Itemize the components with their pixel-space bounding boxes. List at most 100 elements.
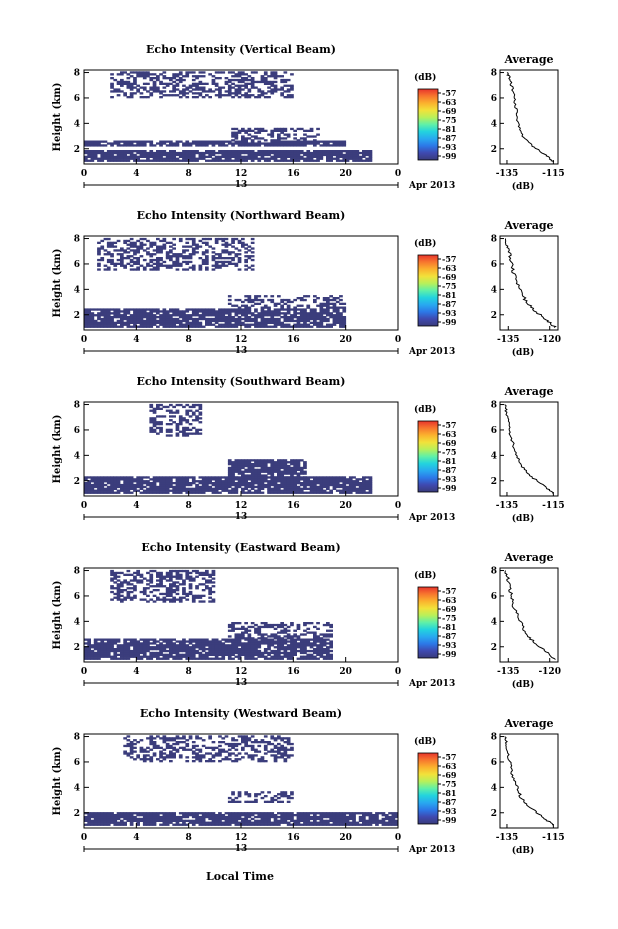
echo-cell — [191, 88, 196, 91]
echo-cell — [116, 155, 121, 158]
echo-cell — [299, 297, 304, 300]
panel-2: Echo Intensity (Northward Beam)2468Heigh… — [52, 209, 561, 358]
echo-cell — [172, 600, 176, 603]
x-tick-label: 4 — [133, 501, 139, 511]
echo-cell — [277, 127, 281, 131]
echo-cell — [149, 491, 154, 494]
echo-cell — [257, 655, 262, 658]
echo-cell — [280, 472, 284, 475]
echo-cell — [231, 487, 235, 490]
echo-cell — [290, 483, 294, 487]
echo-cell — [149, 817, 154, 821]
echo-cell — [332, 483, 337, 487]
echo-cell — [270, 655, 275, 658]
echo-cell — [260, 812, 265, 815]
profile-y-tick-label: 4 — [491, 285, 497, 295]
echo-cell — [169, 144, 173, 147]
echo-cell — [250, 139, 255, 142]
echo-cell — [257, 90, 262, 93]
echo-cell — [250, 655, 255, 658]
echo-cell — [159, 142, 163, 145]
echo-cell — [169, 583, 173, 586]
echo-cell — [93, 815, 98, 819]
echo-cell — [195, 428, 199, 431]
echo-cell — [241, 88, 245, 91]
echo-cell — [244, 312, 248, 315]
echo-cell — [273, 302, 278, 305]
echo-cell — [296, 127, 301, 131]
echo-cell — [293, 644, 297, 647]
echo-cell — [244, 819, 248, 822]
echo-cell — [293, 823, 297, 826]
echo-cell — [254, 325, 258, 328]
echo-cell — [234, 470, 239, 473]
echo-cell — [198, 266, 203, 269]
echo-cell — [103, 312, 108, 315]
echo-cell — [270, 489, 275, 492]
echo-cell — [113, 308, 118, 311]
echo-cell — [221, 323, 226, 326]
echo-cell — [159, 428, 163, 431]
echo-cell — [156, 257, 160, 260]
echo-cell — [283, 472, 288, 475]
echo-cell — [244, 295, 248, 298]
echo-cell — [178, 78, 183, 82]
echo-cell — [234, 466, 239, 470]
echo-cell — [257, 651, 262, 655]
echo-cell — [152, 421, 157, 424]
echo-cell — [293, 325, 297, 328]
echo-cell — [156, 316, 160, 319]
echo-cell — [169, 325, 173, 328]
echo-cell — [368, 153, 373, 157]
echo-cell — [267, 321, 271, 324]
echo-cell — [231, 623, 235, 627]
echo-cell — [120, 150, 124, 153]
echo-cell — [205, 321, 209, 324]
echo-cell — [126, 592, 131, 596]
echo-cell — [129, 596, 134, 599]
echo-cell — [84, 653, 88, 656]
echo-cell — [165, 485, 170, 489]
panel-title: Echo Intensity (Eastward Beam) — [141, 541, 340, 554]
echo-cell — [214, 325, 219, 328]
echo-cell — [208, 581, 212, 584]
echo-cell — [93, 651, 98, 655]
echo-cell — [277, 642, 281, 645]
echo-cell — [241, 310, 245, 313]
echo-cell — [299, 142, 304, 145]
echo-cell — [175, 255, 180, 258]
echo-cell — [234, 463, 239, 466]
echo-cell — [175, 264, 180, 267]
y-axis-label: Height (km) — [52, 249, 63, 318]
echo-cell — [97, 157, 101, 160]
echo-cell — [110, 308, 114, 311]
echo-cell — [201, 600, 206, 603]
echo-cell — [280, 325, 284, 328]
echo-cell — [241, 77, 245, 80]
echo-cell — [299, 314, 304, 317]
echo-cell — [244, 655, 248, 658]
echo-cell — [149, 585, 154, 588]
echo-cell — [175, 657, 180, 660]
x-tick-label: 16 — [287, 667, 300, 677]
echo-cell — [241, 480, 245, 483]
echo-cell — [120, 253, 124, 256]
x-tick-label: 0 — [81, 335, 87, 345]
echo-cell — [270, 478, 275, 481]
echo-cell — [326, 310, 330, 313]
echo-cell — [306, 644, 311, 647]
echo-cell — [273, 461, 278, 464]
echo-cell — [218, 814, 222, 817]
echo-cell — [205, 579, 209, 582]
echo-cell — [116, 482, 121, 485]
echo-cell — [224, 237, 229, 241]
echo-cell — [120, 257, 124, 260]
echo-cell — [273, 84, 278, 87]
echo-cell — [273, 71, 278, 74]
colorbar-unit: (dB) — [414, 72, 436, 83]
echo-cell — [244, 78, 248, 82]
echo-cell — [159, 407, 163, 410]
echo-cell — [214, 260, 219, 264]
echo-cell — [159, 480, 163, 483]
echo-cell — [182, 646, 186, 649]
